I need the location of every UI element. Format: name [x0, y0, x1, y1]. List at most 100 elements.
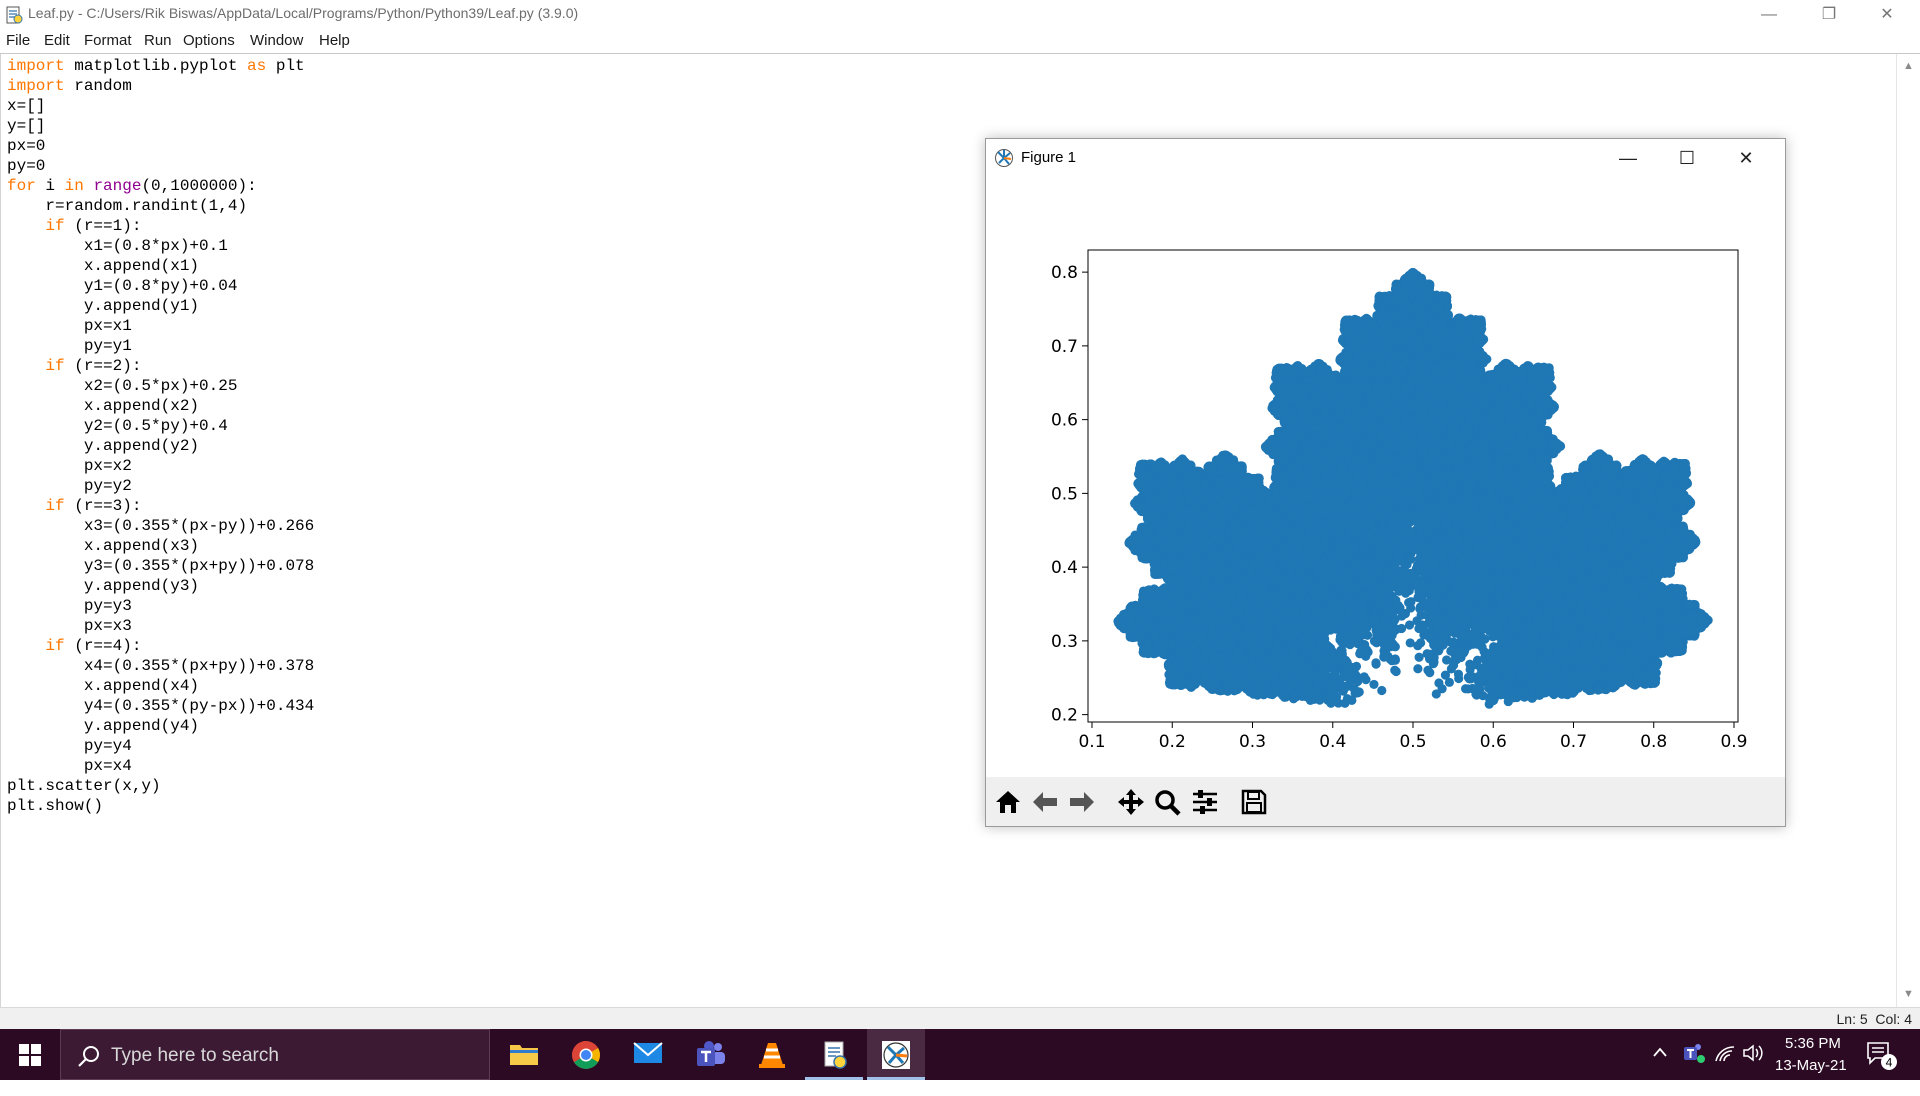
back-button[interactable] — [1027, 785, 1063, 819]
code-token: x3=(0.355*(px-py))+0.266 — [7, 517, 314, 535]
code-line: px=x3 — [7, 616, 314, 636]
restore-button[interactable]: ❐ — [1800, 0, 1858, 30]
back-arrow-icon — [1030, 788, 1060, 816]
code-token: i — [36, 177, 65, 195]
vlc-icon — [757, 1040, 787, 1070]
code-line: if (r==2): — [7, 356, 314, 376]
taskbar-vlc[interactable] — [743, 1029, 801, 1080]
clock-time: 5:36 PM — [1785, 1035, 1841, 1052]
code-line: x2=(0.5*px)+0.25 — [7, 376, 314, 396]
x-tick-label: 0.4 — [1319, 732, 1346, 752]
configure-subplots-button[interactable] — [1187, 785, 1223, 819]
code-token: plt.scatter(x,y) — [7, 777, 161, 795]
code-line: y3=(0.355*(px+py))+0.078 — [7, 556, 314, 576]
save-icon — [1239, 788, 1269, 816]
menu-format[interactable]: Format — [84, 32, 132, 49]
code-token: x2=(0.5*px)+0.25 — [7, 377, 237, 395]
keyword-token: if — [45, 217, 64, 235]
keyword-token: for — [7, 177, 36, 195]
code-token: (r==3): — [65, 497, 142, 515]
start-button[interactable] — [0, 1029, 60, 1080]
menu-help[interactable]: Help — [319, 32, 350, 49]
code-token: py=y4 — [7, 737, 132, 755]
x-tick-label: 0.1 — [1078, 732, 1105, 752]
tray-volume[interactable] — [1742, 1043, 1766, 1094]
code-token: y.append(y4) — [7, 717, 199, 735]
code-token: (r==1): — [65, 217, 142, 235]
show-hidden-icons-button[interactable] — [1652, 1045, 1668, 1096]
status-line: Ln: 5 — [1837, 1011, 1868, 1027]
action-center-button[interactable]: 4 — [1864, 1039, 1898, 1090]
x-tick-label: 0.5 — [1399, 732, 1426, 752]
taskbar-search-box[interactable]: Type here to search — [60, 1029, 490, 1080]
forward-button[interactable] — [1064, 785, 1100, 819]
matplotlib-icon — [994, 148, 1014, 168]
chrome-icon — [571, 1040, 601, 1070]
code-token: x.append(x3) — [7, 537, 199, 555]
keyword-token: if — [45, 497, 64, 515]
code-token: y=[] — [7, 117, 45, 135]
vertical-scrollbar[interactable]: ▲ ▼ — [1896, 54, 1920, 1007]
mail-icon — [633, 1040, 663, 1066]
figure-minimize-button[interactable]: — — [1605, 143, 1651, 173]
keyword-token: import — [7, 57, 65, 75]
figure-close-button[interactable]: ✕ — [1723, 143, 1769, 173]
code-token: y.append(y2) — [7, 437, 199, 455]
y-tick-label: 0.5 — [1051, 484, 1078, 504]
taskbar-mail[interactable] — [619, 1029, 677, 1080]
window-title: Leaf.py - C:/Users/Rik Biswas/AppData/Lo… — [28, 5, 578, 21]
code-token: px=x2 — [7, 457, 132, 475]
home-button[interactable] — [990, 785, 1026, 819]
taskbar-teams[interactable] — [681, 1029, 739, 1080]
figure-maximize-button[interactable]: ☐ — [1664, 143, 1710, 173]
minimize-button[interactable]: — — [1740, 0, 1798, 30]
clock-date: 13-May-21 — [1775, 1057, 1847, 1074]
code-line: y2=(0.5*py)+0.4 — [7, 416, 314, 436]
cursor-position: Ln: 5 Col: 4 — [1837, 1011, 1913, 1027]
taskbar-matplotlib-figure[interactable] — [867, 1029, 925, 1080]
taskbar-chrome[interactable] — [557, 1029, 615, 1080]
menu-file[interactable]: File — [6, 32, 30, 49]
menu-options[interactable]: Options — [183, 32, 235, 49]
code-line: y.append(y1) — [7, 296, 314, 316]
zoom-button[interactable] — [1150, 785, 1186, 819]
code-line: if (r==3): — [7, 496, 314, 516]
code-token: px=0 — [7, 137, 45, 155]
y-tick-label: 0.3 — [1051, 632, 1078, 652]
pan-button[interactable] — [1113, 785, 1149, 819]
forward-arrow-icon — [1067, 788, 1097, 816]
notification-count: 4 — [1886, 1056, 1893, 1070]
code-line: x.append(x2) — [7, 396, 314, 416]
save-figure-button[interactable] — [1236, 785, 1272, 819]
code-line: if (r==4): — [7, 636, 314, 656]
scatter-plot: 0.1 0.2 0.3 0.4 0.5 0.6 0.7 0.8 0.90.20.30.40.50… — [986, 177, 1785, 777]
scroll-down-icon[interactable]: ▼ — [1903, 988, 1914, 1000]
code-token: px=x4 — [7, 757, 132, 775]
scroll-up-icon[interactable]: ▲ — [1903, 60, 1914, 72]
menu-window[interactable]: Window — [250, 32, 303, 49]
taskbar-idle[interactable] — [805, 1029, 863, 1080]
code-line: px=x2 — [7, 456, 314, 476]
search-icon — [77, 1044, 101, 1068]
keyword-token: if — [45, 357, 64, 375]
menu-run[interactable]: Run — [144, 32, 172, 49]
code-token: px=x3 — [7, 617, 132, 635]
tray-wifi[interactable] — [1714, 1043, 1736, 1094]
tray-teams[interactable] — [1682, 1041, 1706, 1092]
figure-title: Figure 1 — [1021, 149, 1076, 166]
close-button[interactable]: ✕ — [1858, 0, 1916, 30]
code-token — [7, 217, 45, 235]
code-token: py=y1 — [7, 337, 132, 355]
teams-icon — [695, 1040, 727, 1070]
taskbar-file-explorer[interactable] — [495, 1029, 553, 1080]
code-line: py=0 — [7, 156, 314, 176]
x-tick-label: 0.7 — [1560, 732, 1587, 752]
figure-canvas[interactable]: 0.1 0.2 0.3 0.4 0.5 0.6 0.7 0.8 0.9 0.2 0.3 0.4 0.5 0… — [986, 177, 1785, 777]
menu-edit[interactable]: Edit — [44, 32, 70, 49]
code-line: px=0 — [7, 136, 314, 156]
code-line: x.append(x4) — [7, 676, 314, 696]
code-token: matplotlib.pyplot — [65, 57, 247, 75]
code-token — [84, 177, 94, 195]
code-token: y.append(y1) — [7, 297, 199, 315]
x-tick-label: 0.3 — [1239, 732, 1266, 752]
